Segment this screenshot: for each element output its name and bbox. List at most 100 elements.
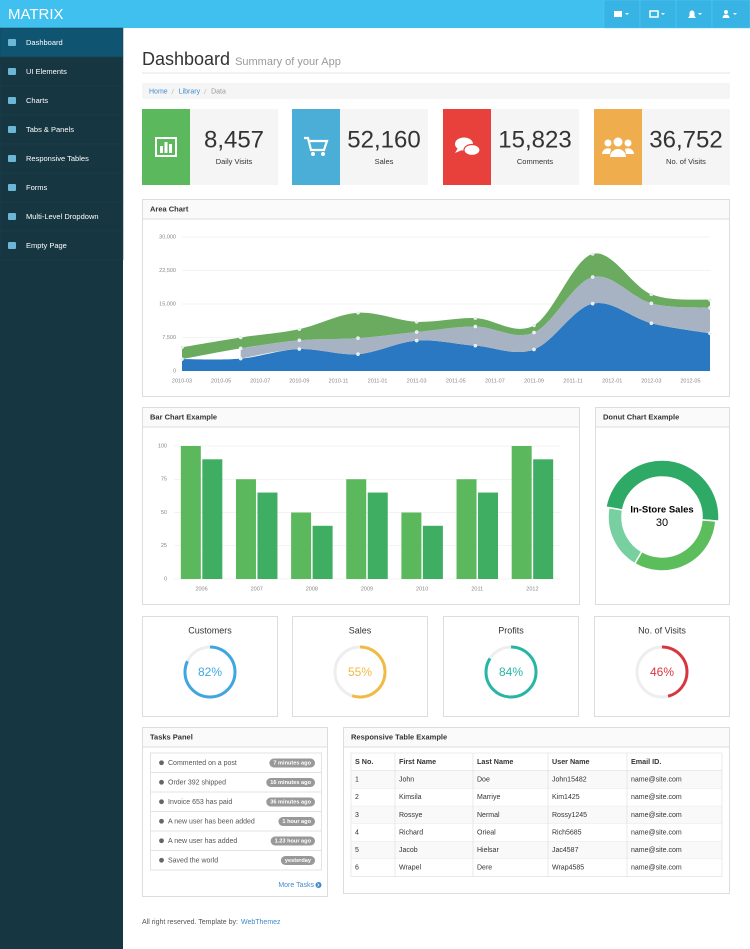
task-icon <box>159 818 164 824</box>
area <box>240 276 710 359</box>
point <box>414 330 419 334</box>
caret <box>698 13 702 15</box>
task-text: A new user has added <box>168 838 237 845</box>
stat-label: Comments <box>517 157 554 166</box>
gauge-arc <box>333 645 387 699</box>
stat-icon-box <box>292 109 340 185</box>
table-cell: Wrapel <box>399 865 421 872</box>
table-cell: John15482 <box>552 777 587 784</box>
bar <box>511 446 532 579</box>
bar <box>312 525 333 579</box>
table-cell: Richard <box>399 829 423 836</box>
gauge-label: 84% <box>499 665 523 679</box>
icon <box>614 11 622 17</box>
stat-icon <box>304 136 329 156</box>
caret <box>625 13 629 15</box>
menu-item[interactable] <box>0 143 124 174</box>
icon-shape <box>455 148 462 153</box>
table-cell: Hielsar <box>477 847 499 854</box>
panel <box>443 616 579 717</box>
icon-shape <box>155 137 177 157</box>
bar <box>401 512 422 579</box>
stat-value: 36,752 <box>649 126 722 153</box>
point <box>649 292 654 297</box>
stat-icon <box>155 137 177 157</box>
menu-icon <box>8 126 16 133</box>
point <box>238 346 243 351</box>
stat-value: 15,823 <box>498 126 571 153</box>
task-text: Invoice 653 has paid <box>168 799 232 806</box>
table-cell: 3 <box>355 812 359 819</box>
stat-label: Daily Visits <box>216 157 253 166</box>
breadcrumb-item[interactable]: Library <box>179 88 201 95</box>
menu-item[interactable] <box>0 56 124 87</box>
menu-item[interactable] <box>0 172 124 203</box>
table-cell: name@site.com <box>631 865 682 872</box>
icon-shape <box>304 136 329 152</box>
task-time: 16 minutes ago <box>270 780 311 786</box>
point <box>590 252 595 256</box>
user-button[interactable] <box>711 0 750 29</box>
menu-item[interactable] <box>0 114 124 145</box>
table-cell: 4 <box>355 829 359 836</box>
task-badge <box>266 778 315 787</box>
stat-label: No. of Visits <box>666 157 706 166</box>
y-tick-label: 75 <box>161 477 167 483</box>
menu-item[interactable] <box>0 85 124 116</box>
menu-item[interactable] <box>0 27 124 58</box>
x-tick-label: 2011-05 <box>446 378 466 384</box>
breadcrumb-separator <box>171 88 175 95</box>
point <box>356 336 360 340</box>
menu-icon <box>8 39 16 46</box>
task-icon <box>159 760 164 766</box>
table-row <box>351 771 722 789</box>
table-cell: Rossy1245 <box>552 812 587 819</box>
donut-center-label: In-Store Sales <box>630 505 693 516</box>
point <box>532 347 536 352</box>
table-cell: Wrap4585 <box>552 865 584 872</box>
task-icon <box>159 857 164 863</box>
x-tick-label: 2007 <box>251 586 263 592</box>
footer-link[interactable]: WebThemez <box>241 919 281 926</box>
x-tick-label: 2011-03 <box>407 378 427 384</box>
stat-value: 8,457 <box>204 126 264 153</box>
task-time: 36 minutes ago <box>270 800 311 806</box>
menu-label: Multi-Level Dropdown <box>26 212 99 221</box>
breadcrumb-item: Data <box>211 88 226 95</box>
menu-item[interactable] <box>0 230 124 261</box>
table-header: First Name <box>399 757 436 766</box>
point <box>532 323 536 328</box>
x-tick-label: 2006 <box>195 586 207 592</box>
panel-heading <box>143 200 729 219</box>
menu-icon <box>8 184 16 191</box>
point <box>356 352 360 357</box>
y-tick-label: 50 <box>161 510 167 516</box>
menu-label: Empty Page <box>26 241 67 250</box>
point <box>297 347 302 351</box>
task-badge <box>270 836 315 846</box>
menu-label: Charts <box>26 96 48 105</box>
x-tick-label: 2009 <box>361 586 373 592</box>
point <box>649 321 654 326</box>
icon-shape <box>604 139 612 147</box>
bar <box>257 492 278 579</box>
y-tick-label: 25 <box>161 543 167 549</box>
icon-shape <box>160 146 163 153</box>
table-row <box>351 806 722 824</box>
more-tasks-link[interactable]: More Tasks <box>278 882 314 889</box>
point <box>473 324 478 329</box>
point <box>708 331 712 336</box>
breadcrumb-item[interactable]: Home <box>149 88 168 95</box>
point <box>180 357 184 361</box>
stat-label: Sales <box>375 157 394 166</box>
stat-icon-box <box>594 109 642 185</box>
icon-shape <box>164 142 168 153</box>
x-tick-label: 2010-03 <box>172 378 192 384</box>
table-cell: Orieal <box>477 829 496 836</box>
y-tick-label: 7,500 <box>162 335 176 341</box>
table-cell: Marriye <box>477 794 500 801</box>
x-tick-label: 2011-09 <box>524 378 544 384</box>
panel <box>292 616 428 717</box>
bar <box>478 492 499 579</box>
